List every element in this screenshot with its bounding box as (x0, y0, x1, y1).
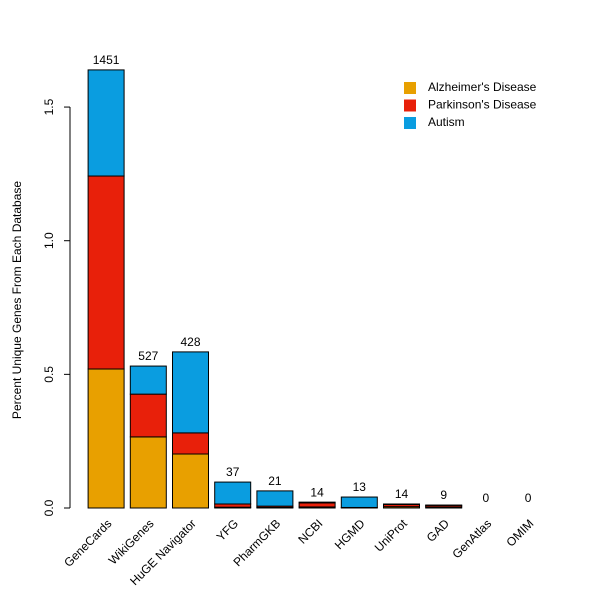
bar-segment (130, 394, 166, 437)
bar-segment (130, 437, 166, 508)
total-label: 37 (226, 465, 240, 479)
bar-segment (299, 503, 335, 507)
bar-segment (130, 366, 166, 394)
bar-segment (173, 352, 209, 433)
total-label: 0 (483, 491, 490, 505)
legend-swatch (404, 100, 416, 112)
legend-label: Alzheimer's Disease (428, 80, 537, 94)
bar-segment (341, 497, 377, 507)
total-label: 0 (525, 491, 532, 505)
total-label: 14 (310, 485, 324, 499)
x-tick-label: HGMD (332, 516, 368, 552)
bar-segment (173, 433, 209, 454)
total-label: 9 (440, 488, 447, 502)
bar-segment (88, 369, 124, 508)
legend-label: Parkinson's Disease (428, 98, 537, 112)
x-tick-label: OMIM (503, 516, 536, 549)
x-tick-label: GeneCards (61, 516, 114, 569)
legend-swatch (404, 82, 416, 94)
legend-swatch (404, 117, 416, 129)
total-label: 428 (180, 335, 200, 349)
y-tick-label: 0.0 (42, 499, 56, 516)
bar-segment (173, 454, 209, 508)
bar-segment (257, 491, 293, 506)
total-label: 13 (353, 480, 367, 494)
x-tick-label: NCBI (295, 516, 325, 546)
bar-segment (88, 70, 124, 176)
total-label: 21 (268, 474, 282, 488)
y-axis-label: Percent Unique Genes From Each Database (10, 181, 24, 419)
bar-segment (384, 504, 420, 505)
x-tick-label: YFG (214, 516, 241, 543)
legend-label: Autism (428, 115, 465, 129)
bar-segment (88, 176, 124, 369)
y-tick-label: 1.5 (42, 98, 56, 115)
total-label: 14 (395, 487, 409, 501)
y-tick-label: 1.0 (42, 232, 56, 249)
bar-segment (215, 482, 251, 504)
y-tick-label: 0.5 (42, 366, 56, 383)
x-tick-label: GenAtlas (449, 516, 494, 561)
bar-segment (299, 502, 335, 503)
x-tick-label: UniProt (372, 516, 411, 555)
total-label: 527 (138, 349, 158, 363)
total-label: 1451 (93, 53, 120, 67)
x-tick-label: GAD (424, 516, 453, 545)
